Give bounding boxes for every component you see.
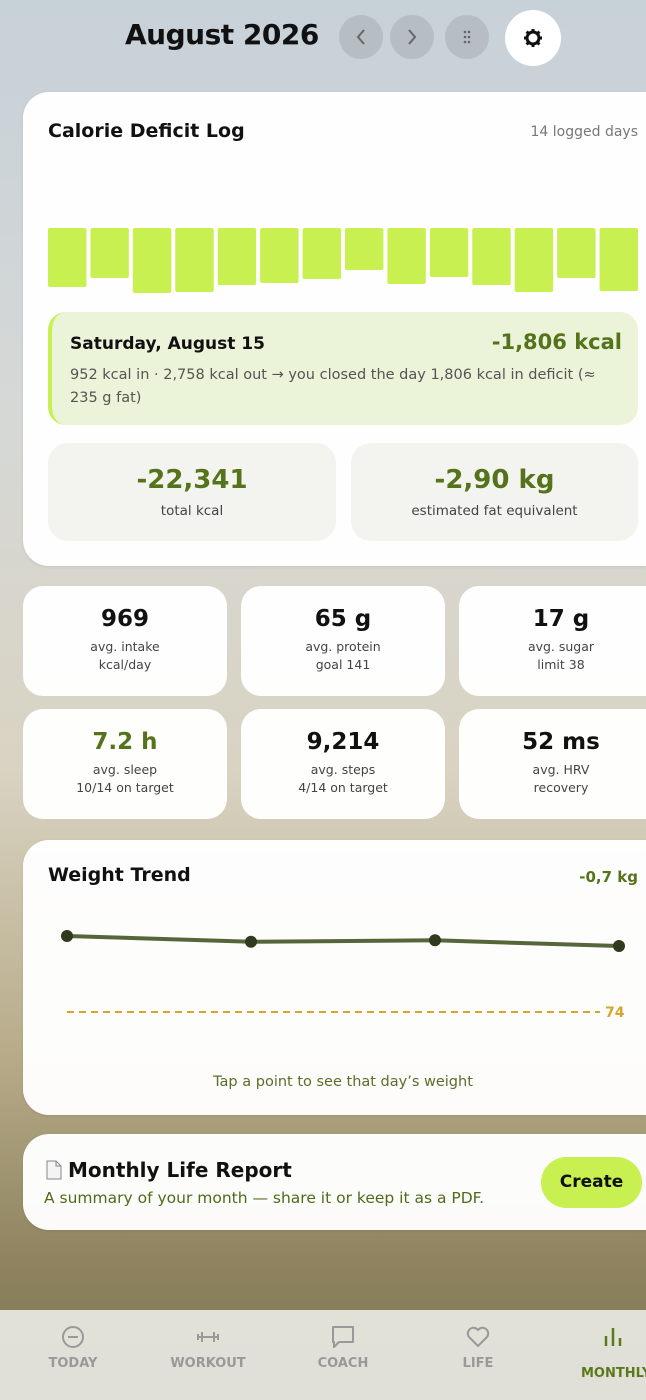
- weight-caption: Tap a point to see that day’s weight: [213, 1074, 473, 1090]
- nav-today[interactable]: TODAY: [13, 1310, 133, 1400]
- nav-icon: [332, 1326, 354, 1348]
- tile-value: 17 g: [532, 606, 590, 632]
- tile-value: 52 ms: [522, 729, 600, 755]
- tile-line: recovery: [533, 780, 589, 795]
- next-icon: [408, 29, 417, 45]
- tile-line: avg. sugar: [527, 639, 595, 654]
- tile: 17 g avg. sugar limit 38: [459, 586, 646, 696]
- report-subtitle: A summary of your month — share it or ke…: [44, 1189, 485, 1207]
- weight-title: Weight Trend: [48, 864, 191, 886]
- nav-life[interactable]: LIFE: [418, 1310, 538, 1400]
- nav-coach[interactable]: COACH: [283, 1310, 403, 1400]
- doc-icon: [46, 1160, 62, 1180]
- nav-label: WORKOUT: [170, 1356, 246, 1371]
- tile-line: goal 141: [315, 657, 371, 672]
- prev-button[interactable]: [339, 15, 383, 59]
- tile-label: avg. HRV recovery: [476, 761, 646, 797]
- report-title: Monthly Life Report: [68, 1158, 292, 1182]
- tile-line: avg. sleep: [92, 762, 158, 777]
- logged-days: 14 logged days: [530, 124, 639, 140]
- weight-change: -0,7 kg: [579, 868, 638, 886]
- selected-day-label: Saturday, August 15: [70, 334, 265, 354]
- tile-line: 10/14 on target: [76, 780, 174, 795]
- tile: 52 ms avg. HRV recovery: [459, 709, 646, 819]
- tile-line: avg. HRV: [532, 762, 590, 777]
- tile-value: 969: [100, 606, 149, 632]
- tile: 65 g avg. protein goal 141: [241, 586, 445, 696]
- tile-label: avg. intake kcal/day: [23, 638, 227, 674]
- stat-label: total kcal: [160, 503, 224, 519]
- prev-icon: [356, 29, 365, 45]
- nav-icon: [197, 1332, 219, 1342]
- create-button[interactable]: Create: [541, 1157, 642, 1208]
- nav-icon: [62, 1326, 84, 1348]
- tile: 9,214 avg. steps 4/14 on target: [241, 709, 445, 819]
- nav-monthly[interactable]: MONTHLY: [553, 1310, 646, 1400]
- tile-value: 7.2 h: [92, 729, 158, 755]
- stat-label: estimated fat equivalent: [411, 503, 578, 519]
- weight-card: Weight Trend -0,7 kg Tap a point to see …: [23, 840, 646, 1115]
- deficit-card: Calorie Deficit Log 14 logged days Satur…: [23, 92, 646, 566]
- settings-icon: [524, 29, 542, 47]
- nav-label: MONTHLY: [581, 1366, 646, 1381]
- nav-label: COACH: [317, 1356, 369, 1371]
- tile-label: avg. sleep 10/14 on target: [23, 761, 227, 797]
- tile-label: avg. protein goal 141: [241, 638, 445, 674]
- nav-icon: [466, 1326, 490, 1347]
- tile-value: 65 g: [314, 606, 372, 632]
- reorder-icon: [463, 30, 471, 44]
- tile-line: avg. intake: [90, 639, 160, 654]
- tile: 7.2 h avg. sleep 10/14 on target: [23, 709, 227, 819]
- bottom-nav: TODAY WORKOUT COACH LIFE MONTHLY: [0, 1310, 646, 1400]
- settings-button[interactable]: [505, 10, 561, 66]
- reorder-button[interactable]: [445, 15, 489, 59]
- nav-label: TODAY: [48, 1356, 98, 1371]
- selected-day-detail: 952 kcal in · 2,758 kcal out → you close…: [70, 367, 596, 406]
- tile-line: avg. steps: [310, 762, 376, 777]
- fat-equivalent: -2,90 kg estimated fat equivalent: [351, 443, 638, 541]
- tile-label: avg. steps 4/14 on target: [241, 761, 445, 797]
- total-kcal: -22,341 total kcal: [48, 443, 336, 541]
- nav-workout[interactable]: WORKOUT: [148, 1310, 268, 1400]
- tile-line: avg. protein: [305, 639, 381, 654]
- stat-value: -22,341: [136, 465, 248, 495]
- selected-day-value: -1,806 kcal: [491, 330, 622, 354]
- report-card: Monthly Life Report A summary of your mo…: [23, 1134, 646, 1230]
- deficit-title: Calorie Deficit Log: [48, 120, 245, 142]
- month-title: August 2026: [125, 18, 319, 51]
- stat-value: -2,90 kg: [434, 465, 555, 495]
- next-button[interactable]: [390, 15, 434, 59]
- tile-value: 9,214: [306, 729, 380, 755]
- tile-label: avg. sugar limit 38: [476, 638, 646, 674]
- nav-icon: [604, 1328, 622, 1346]
- tile-line: kcal/day: [98, 657, 152, 672]
- tile-line: 4/14 on target: [298, 780, 388, 795]
- tile: 969 avg. intake kcal/day: [23, 586, 227, 696]
- selected-day[interactable]: Saturday, August 15 -1,806 kcal 952 kcal…: [48, 312, 638, 425]
- nav-label: LIFE: [462, 1356, 494, 1371]
- tile-line: limit 38: [537, 657, 585, 672]
